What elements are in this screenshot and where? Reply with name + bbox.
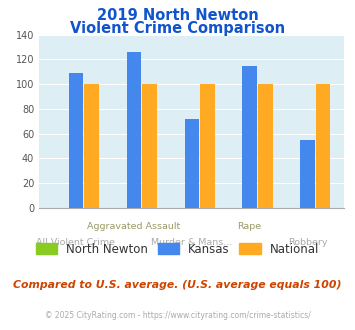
Bar	[185, 119, 199, 208]
Bar	[242, 66, 257, 208]
Text: Robbery: Robbery	[288, 238, 327, 247]
Text: All Violent Crime: All Violent Crime	[36, 238, 115, 247]
Text: 2019 North Newton: 2019 North Newton	[97, 8, 258, 23]
Bar	[316, 84, 331, 208]
Legend: North Newton, Kansas, National: North Newton, Kansas, National	[31, 238, 324, 260]
Text: Aggravated Assault: Aggravated Assault	[87, 222, 180, 231]
Bar	[84, 84, 99, 208]
Text: Violent Crime Comparison: Violent Crime Comparison	[70, 21, 285, 36]
Bar	[258, 84, 273, 208]
Bar	[142, 84, 157, 208]
Text: Rape: Rape	[237, 222, 262, 231]
Bar	[126, 52, 141, 208]
Bar	[300, 140, 315, 208]
Text: Murder & Mans...: Murder & Mans...	[151, 238, 232, 247]
Bar	[200, 84, 214, 208]
Text: © 2025 CityRating.com - https://www.cityrating.com/crime-statistics/: © 2025 CityRating.com - https://www.city…	[45, 311, 310, 320]
Bar	[69, 73, 83, 208]
Text: Compared to U.S. average. (U.S. average equals 100): Compared to U.S. average. (U.S. average …	[13, 280, 342, 290]
